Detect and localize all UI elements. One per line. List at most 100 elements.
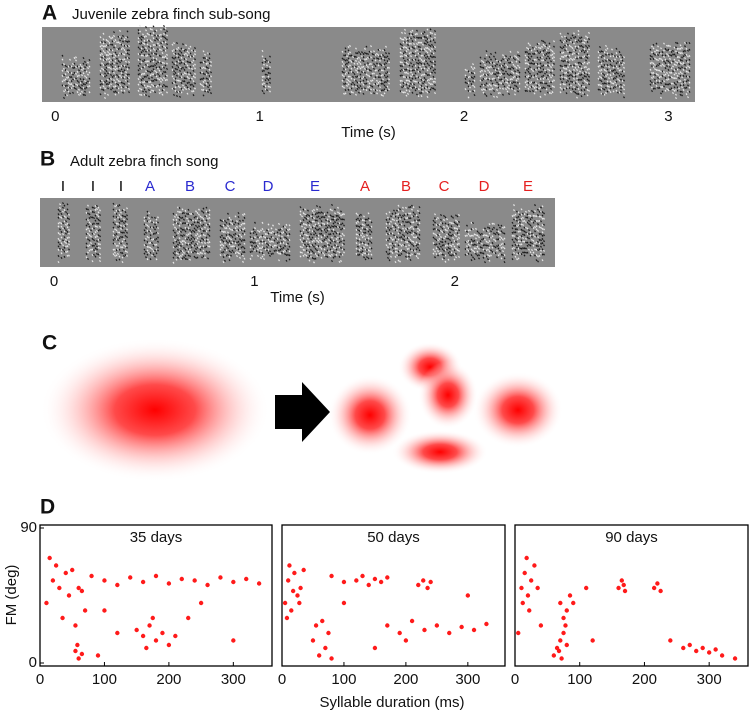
spectrogram-texture bbox=[267, 68, 268, 70]
spectrogram-texture bbox=[598, 60, 599, 62]
spectrogram-texture bbox=[61, 226, 62, 228]
spectrogram-texture bbox=[267, 74, 268, 76]
spectrogram-texture bbox=[184, 252, 185, 254]
spectrogram-texture bbox=[118, 70, 119, 72]
spectrogram-texture bbox=[109, 42, 110, 44]
spectrogram-texture bbox=[426, 84, 427, 86]
spectrogram-texture bbox=[510, 79, 511, 81]
spectrogram-texture bbox=[262, 222, 263, 224]
spectrogram-texture bbox=[407, 228, 408, 230]
spectrogram-texture bbox=[549, 46, 550, 48]
spectrogram-texture bbox=[386, 57, 387, 59]
spectrogram-texture bbox=[542, 211, 543, 213]
spectrogram-texture bbox=[83, 73, 84, 75]
spectrogram-texture bbox=[609, 66, 610, 68]
spectrogram-texture bbox=[88, 219, 89, 221]
spectrogram-texture bbox=[380, 60, 381, 62]
spectrogram-texture bbox=[67, 241, 68, 243]
spectrogram-texture bbox=[117, 63, 118, 64]
spectrogram-texture bbox=[513, 68, 514, 70]
spectrogram-texture bbox=[685, 50, 686, 52]
spectrogram-texture bbox=[664, 50, 665, 52]
spectrogram-texture bbox=[650, 84, 651, 86]
spectrogram-texture bbox=[408, 73, 409, 75]
spectrogram-texture bbox=[549, 85, 550, 87]
spectrogram-texture bbox=[587, 41, 588, 43]
spectrogram-texture bbox=[187, 248, 188, 250]
spectrogram-texture bbox=[606, 65, 607, 67]
spectrogram-texture bbox=[149, 217, 150, 219]
spectrogram-texture bbox=[196, 216, 197, 218]
spectrogram-texture bbox=[338, 232, 339, 234]
spectrogram-texture bbox=[494, 252, 495, 254]
spectrogram-texture bbox=[127, 218, 128, 220]
spectrogram-texture bbox=[273, 225, 274, 227]
scatter-panel bbox=[516, 556, 737, 661]
spectrogram-texture bbox=[121, 65, 122, 67]
spectrogram-texture bbox=[105, 46, 106, 48]
spectrogram-texture bbox=[344, 219, 345, 221]
spectrogram-texture bbox=[358, 240, 359, 242]
spectrogram-texture bbox=[540, 96, 541, 98]
spectrogram-texture bbox=[529, 223, 530, 225]
spectrogram-texture bbox=[563, 89, 564, 91]
spectrogram-texture bbox=[435, 30, 436, 32]
spectrogram-texture bbox=[232, 224, 233, 226]
spectrogram-texture bbox=[118, 217, 119, 219]
spectrogram-texture bbox=[527, 76, 528, 78]
spectrogram-texture bbox=[98, 223, 99, 225]
spectrogram-texture bbox=[177, 61, 178, 63]
spectrogram-texture bbox=[537, 50, 538, 52]
spectrogram-texture bbox=[176, 214, 177, 216]
spectrogram-texture bbox=[195, 73, 196, 75]
spectrogram-texture bbox=[58, 249, 59, 251]
spectrogram-texture bbox=[448, 227, 449, 229]
spectrogram-texture bbox=[433, 253, 434, 255]
spectrogram-texture bbox=[167, 43, 168, 45]
spectrogram-texture bbox=[175, 72, 176, 74]
spectrogram-texture bbox=[244, 231, 245, 233]
spectrogram-texture bbox=[474, 72, 475, 74]
spectrogram-texture bbox=[200, 240, 201, 242]
spectrogram-texture bbox=[543, 87, 544, 89]
spectrogram-texture bbox=[178, 73, 179, 75]
spectrogram-texture bbox=[141, 39, 142, 41]
spectrogram-texture bbox=[574, 37, 575, 39]
spectrogram-texture bbox=[542, 82, 543, 84]
spectrogram-texture bbox=[150, 238, 151, 240]
spectrogram-texture bbox=[119, 237, 120, 239]
spectrogram-texture bbox=[429, 44, 430, 46]
spectrogram-texture bbox=[86, 82, 87, 84]
spectrogram-texture bbox=[311, 222, 312, 224]
spectrogram-texture bbox=[348, 72, 349, 74]
spectrogram-texture bbox=[211, 86, 212, 88]
spectrogram-texture bbox=[177, 55, 178, 57]
spectrogram-texture bbox=[100, 236, 101, 238]
spectrogram-texture bbox=[624, 80, 625, 82]
spectrogram-texture bbox=[470, 241, 471, 243]
spectrogram-texture bbox=[658, 64, 659, 66]
spectrogram-texture bbox=[488, 254, 489, 256]
spectrogram-texture bbox=[127, 208, 128, 210]
spectrogram-texture bbox=[117, 58, 118, 60]
spectrogram-texture bbox=[267, 243, 268, 245]
spectrogram-texture bbox=[406, 231, 407, 233]
spectrogram-texture bbox=[480, 76, 481, 78]
spectrogram-texture bbox=[61, 252, 62, 254]
spectrogram-texture bbox=[609, 54, 610, 56]
spectrogram-texture bbox=[488, 249, 489, 251]
spectrogram-texture bbox=[400, 208, 401, 210]
spectrogram-texture bbox=[386, 251, 387, 253]
spectrogram-texture bbox=[314, 252, 315, 254]
spectrogram-texture bbox=[574, 91, 575, 93]
spectrogram-texture bbox=[439, 243, 440, 245]
spectrogram-texture bbox=[580, 41, 581, 43]
spectrogram-texture bbox=[194, 238, 195, 240]
spectrogram-texture bbox=[302, 226, 303, 228]
spectrogram-texture bbox=[235, 238, 236, 240]
spectrogram-texture bbox=[228, 213, 229, 215]
point bbox=[688, 643, 692, 647]
spectrogram-texture bbox=[659, 77, 660, 79]
spectrogram-texture bbox=[435, 228, 436, 230]
spectrogram-texture bbox=[324, 245, 325, 247]
